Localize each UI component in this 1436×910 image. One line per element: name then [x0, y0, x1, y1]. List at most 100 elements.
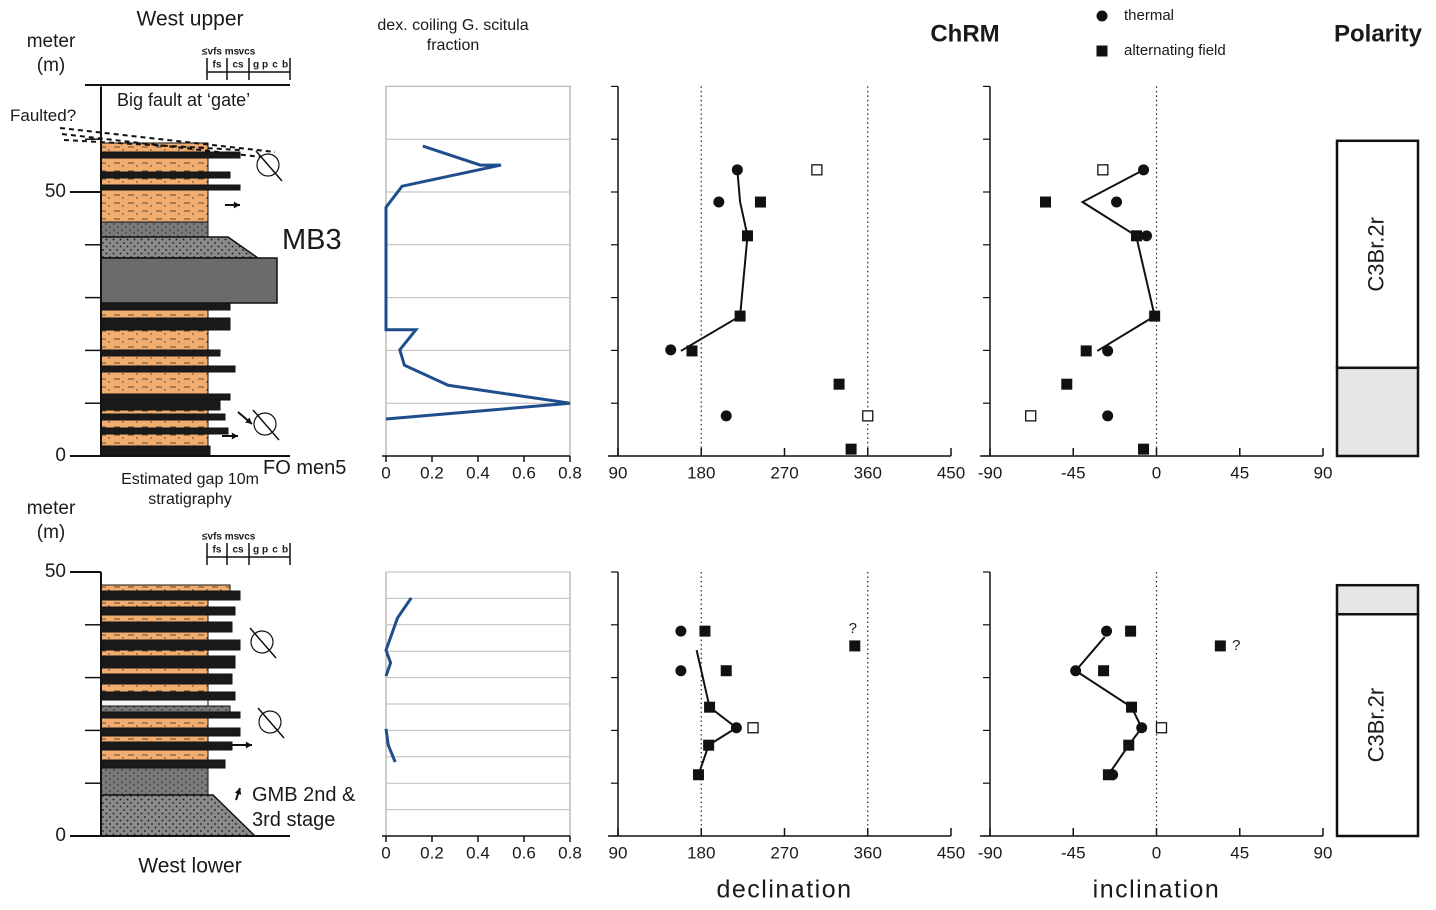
open-point — [1097, 164, 1109, 176]
bed — [100, 667, 209, 675]
column-title: West upper — [137, 8, 244, 31]
x-tick-label: 45 — [1230, 463, 1249, 482]
coiling-line — [384, 144, 571, 421]
thermal-point — [713, 196, 725, 208]
bed — [100, 711, 241, 719]
grain-size-label: ≤vfs — [202, 47, 222, 58]
column-title: West lower — [138, 855, 241, 878]
open-point — [811, 164, 823, 176]
af-point — [1080, 345, 1092, 357]
x-tick-label: 0.2 — [420, 843, 444, 862]
bed — [100, 409, 209, 415]
x-tick-label: 0 — [1152, 843, 1161, 862]
bed — [100, 639, 241, 651]
af-point — [754, 196, 766, 208]
x-axis-title: inclination — [1093, 876, 1221, 904]
bed — [100, 355, 209, 367]
open-point — [1155, 722, 1168, 734]
x-axis-title: declination — [716, 876, 852, 904]
bed — [100, 735, 209, 743]
annotation: Big fault at ‘gate’ — [117, 90, 251, 110]
bed — [100, 157, 209, 173]
y-axis-title: meter (m) — [26, 498, 76, 543]
bed — [100, 741, 233, 751]
x-tick-label: 450 — [937, 843, 965, 862]
mean-line — [1074, 636, 1143, 776]
bed — [100, 302, 231, 311]
af-point — [1214, 640, 1226, 652]
x-tick-label: -90 — [978, 463, 1003, 482]
polarity-title: Polarity — [1334, 20, 1423, 47]
y-tick-label: 50 — [45, 561, 66, 582]
bed — [100, 590, 241, 601]
bed — [100, 614, 209, 623]
x-tick-label: -45 — [1061, 843, 1086, 862]
x-tick-label: 0.6 — [512, 463, 536, 482]
x-tick-label: 270 — [770, 843, 798, 862]
grain-size-label: ≤vfs — [202, 532, 222, 543]
af-point — [686, 345, 698, 357]
bed — [100, 177, 209, 186]
annotation: MB3 — [282, 224, 342, 256]
polarity-zone — [1335, 366, 1420, 458]
annotation: FO men5 — [263, 457, 347, 479]
y-tick-label: 0 — [55, 825, 66, 846]
grain-size-label: vcs — [239, 47, 256, 58]
bed — [100, 683, 209, 693]
x-tick-label: 90 — [1314, 843, 1333, 862]
grain-size-label: g — [253, 545, 259, 556]
x-tick-label: 0 — [381, 463, 390, 482]
x-tick-label: 45 — [1230, 843, 1249, 862]
grain-size-label: fs — [213, 60, 222, 71]
shell-icon — [255, 150, 283, 182]
af-point — [1040, 196, 1051, 208]
bed — [100, 329, 209, 351]
bed — [100, 365, 236, 373]
bed — [100, 717, 209, 729]
x-tick-label: 0 — [381, 843, 390, 862]
bed — [100, 433, 209, 447]
bed — [100, 419, 209, 429]
x-tick-label: 270 — [770, 463, 798, 482]
gap-note: Estimated gap 10m stratigraphy — [121, 471, 259, 508]
bed — [100, 399, 221, 411]
x-tick-label: 0.8 — [558, 463, 582, 482]
annotation: ? — [849, 620, 857, 637]
bed — [100, 427, 229, 435]
fault-line — [59, 127, 276, 153]
y-axis-title: meter (m) — [26, 31, 76, 76]
bed — [100, 691, 236, 701]
grain-size-label: c — [272, 60, 278, 71]
bed — [100, 649, 209, 657]
grain-size-label: cs — [232, 60, 244, 71]
arrow-head — [245, 741, 252, 749]
x-tick-label: 0 — [1152, 463, 1161, 482]
y-tick-label: 0 — [55, 445, 66, 466]
bed — [100, 631, 209, 641]
grain-size-label: vcs — [239, 532, 256, 543]
arrow-head — [234, 788, 242, 795]
thermal-point — [1141, 230, 1153, 242]
shell-icon — [252, 409, 280, 441]
arrow-head — [245, 417, 252, 424]
x-tick-label: 0.4 — [466, 843, 490, 862]
bed — [100, 371, 209, 395]
thermal-point — [665, 344, 677, 356]
open-point — [1025, 410, 1037, 422]
x-tick-label: 360 — [854, 463, 882, 482]
af-point — [1138, 443, 1150, 455]
grain-size-label: b — [282, 60, 288, 71]
legend-label: thermal — [1124, 7, 1174, 24]
bed — [100, 151, 241, 159]
af-point — [845, 443, 857, 455]
grain-size-label: cs — [232, 545, 244, 556]
legend-marker — [1096, 10, 1108, 22]
bed — [100, 584, 231, 592]
thermal-point — [1102, 345, 1114, 357]
y-tick-label: 50 — [45, 181, 66, 202]
bed — [100, 413, 226, 421]
thermal-point — [1101, 625, 1113, 637]
bed — [100, 767, 209, 796]
fault-line — [63, 139, 241, 151]
mean-line — [695, 649, 739, 776]
